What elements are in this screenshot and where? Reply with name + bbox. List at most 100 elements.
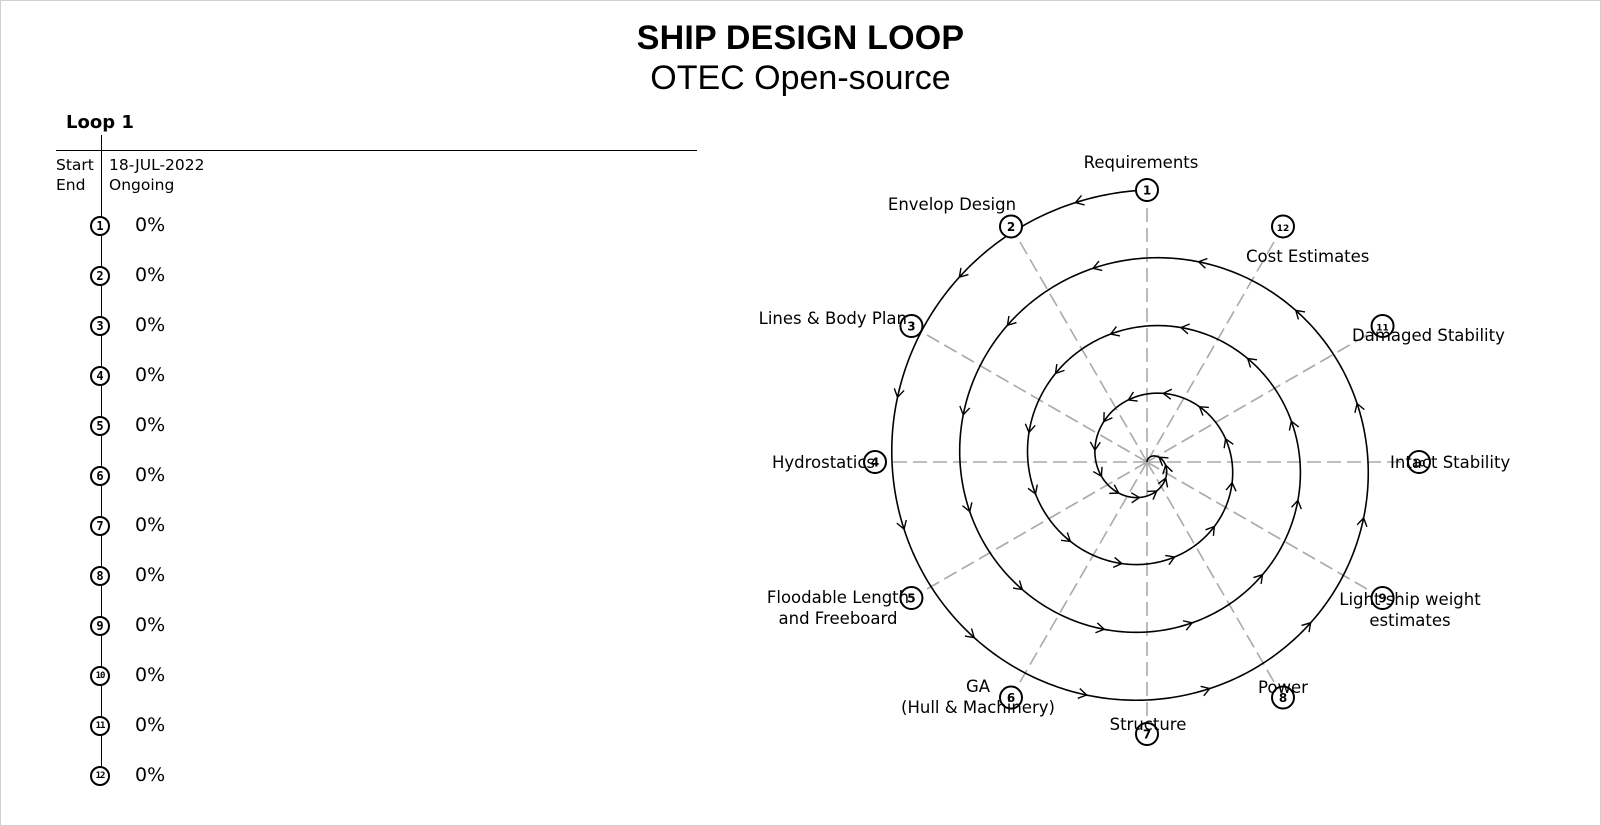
node-10-circle [1407, 450, 1431, 474]
flow-arrow [1200, 685, 1212, 697]
step-11-progress: 0% [135, 714, 166, 736]
step-12-progress: 0% [135, 764, 166, 786]
flow-arrow [893, 388, 905, 399]
step-12-marker: 12 [90, 766, 110, 786]
flow-arrow [1157, 476, 1169, 488]
node-8-circle [1271, 685, 1295, 710]
node-9-number: 9 [1378, 592, 1386, 606]
step-8-marker: 8 [90, 566, 110, 586]
flow-arrow [1060, 532, 1072, 543]
end-value: Ongoing [109, 176, 175, 194]
spoke-8 [1146, 461, 1284, 698]
spoke-5 [911, 461, 1148, 599]
node-12-label-line: Cost Estimates [1246, 247, 1369, 266]
flow-arrow [1127, 391, 1138, 402]
flow-arrow [1162, 388, 1173, 400]
node-5-number: 5 [907, 592, 915, 606]
spoke-2 [1010, 226, 1148, 463]
flow-arrow [1077, 688, 1088, 699]
flow-arrow [1354, 402, 1365, 413]
flow-arrow [1103, 412, 1113, 423]
flow-arrow [1356, 516, 1368, 528]
flow-arrow [1109, 484, 1120, 495]
flow-arrow [1246, 357, 1258, 368]
page-title: SHIP DESIGN LOOP [636, 19, 965, 57]
end-label: End [56, 176, 86, 194]
step-3-marker: 3 [90, 316, 110, 336]
flow-arrow [1158, 456, 1169, 467]
step-7-progress: 0% [135, 514, 166, 536]
node-6-label: GA (Hull & Machinery) [901, 677, 1055, 717]
flow-arrow [896, 519, 907, 531]
step-7-marker: 7 [90, 516, 110, 536]
node-3-number: 3 [907, 320, 915, 334]
flow-arrow [1092, 466, 1103, 478]
node-4-circle [863, 450, 887, 474]
loop-label: Loop 1 [66, 112, 134, 133]
node-10-label: Intact Stability [1390, 453, 1510, 472]
step-10-marker: 10 [90, 666, 110, 686]
flow-arrow [1095, 622, 1106, 634]
step-2-marker: 2 [90, 266, 110, 286]
node-10-label-line: Intact Stability [1390, 453, 1510, 472]
flow-arrow [1197, 257, 1208, 269]
node-3-label-line: Lines & Body Plan [759, 309, 907, 328]
node-5-label: Floodable Length and Freeboard [767, 588, 909, 628]
node-1-label: Requirements [1084, 153, 1199, 172]
step-1-progress: 0% [135, 214, 166, 236]
node-2-label-line: Envelop Design [888, 195, 1016, 214]
flow-arrow [959, 405, 971, 417]
node-7-label-line: Structure [1110, 715, 1187, 734]
flow-arrow [1253, 573, 1264, 585]
step-1-marker: 1 [90, 216, 110, 236]
flow-arrow [1294, 309, 1306, 320]
flow-arrow [1012, 580, 1024, 591]
step-5-marker: 5 [90, 416, 110, 436]
node-11-circle [1370, 314, 1395, 338]
flow-arrow [1091, 260, 1103, 272]
node-4-label: Hydrostatics [772, 453, 875, 472]
node-9-label: Light ship weight estimates [1339, 590, 1481, 630]
flow-arrow [958, 267, 969, 279]
flow-arrow [1301, 621, 1312, 633]
step-9-progress: 0% [135, 614, 166, 636]
node-5-label-line: Floodable Length [767, 588, 909, 607]
spoke-9 [1146, 461, 1383, 599]
flow-arrow [961, 502, 973, 513]
node-2-circle [999, 214, 1023, 239]
flow-arrow [1205, 525, 1216, 536]
flow-arrow [1112, 556, 1124, 568]
flow-arrow [1162, 463, 1173, 475]
step-5-progress: 0% [135, 414, 166, 436]
flow-arrow [1006, 315, 1017, 327]
node-6-circle [999, 685, 1023, 710]
flow-arrow [1179, 323, 1190, 335]
node-9-label-line: Light ship weight [1339, 590, 1481, 609]
step-3-progress: 0% [135, 314, 166, 336]
node-7-label: Structure [1110, 715, 1187, 734]
step-4-progress: 0% [135, 364, 166, 386]
node-10-number: 10 [1413, 460, 1426, 470]
node-2-number: 2 [1007, 220, 1015, 234]
node-5-circle [899, 586, 924, 610]
node-7-number: 7 [1143, 728, 1151, 742]
step-9-marker: 9 [90, 616, 110, 636]
flow-arrow [1288, 420, 1300, 431]
start-label: Start [56, 156, 94, 174]
flow-arrow [1223, 437, 1234, 449]
node-6-number: 6 [1007, 691, 1015, 705]
step-6-progress: 0% [135, 464, 166, 486]
node-8-label-line: Power [1258, 678, 1308, 697]
flow-arrow [1198, 405, 1209, 416]
node-12-circle [1271, 214, 1295, 239]
node-6-label-line: GA [966, 677, 991, 696]
spoke-12 [1146, 226, 1284, 463]
